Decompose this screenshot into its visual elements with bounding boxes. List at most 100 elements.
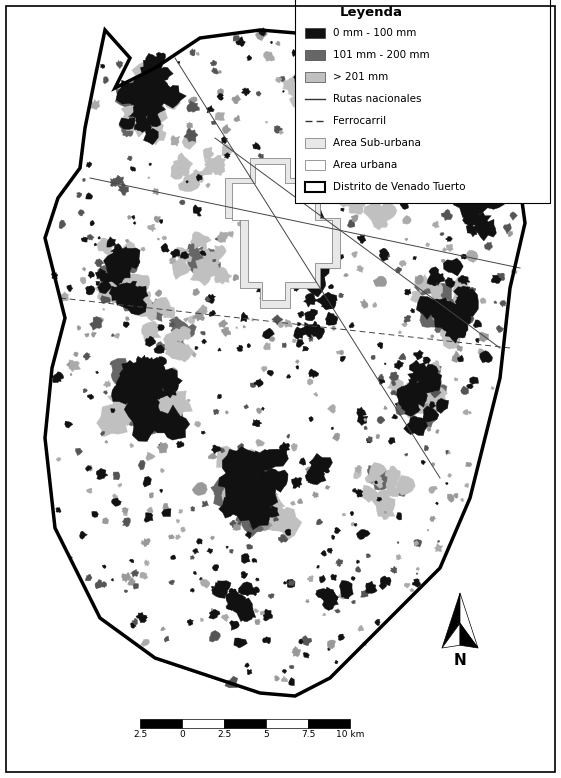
Polygon shape: [226, 461, 230, 465]
Polygon shape: [267, 370, 274, 377]
Polygon shape: [88, 234, 94, 240]
Polygon shape: [406, 63, 414, 71]
Polygon shape: [426, 119, 434, 126]
Polygon shape: [132, 95, 144, 107]
Polygon shape: [367, 111, 373, 117]
Polygon shape: [480, 351, 493, 363]
Polygon shape: [454, 286, 471, 303]
Polygon shape: [306, 75, 317, 86]
Polygon shape: [233, 521, 241, 531]
Polygon shape: [305, 59, 321, 78]
Polygon shape: [214, 477, 245, 507]
Polygon shape: [366, 438, 372, 443]
Polygon shape: [288, 201, 301, 214]
Polygon shape: [459, 196, 489, 217]
Polygon shape: [288, 193, 298, 205]
Text: Ferrocarril: Ferrocarril: [333, 116, 386, 126]
Polygon shape: [342, 513, 346, 516]
Polygon shape: [352, 601, 355, 604]
Polygon shape: [364, 202, 384, 224]
Polygon shape: [203, 147, 214, 159]
Polygon shape: [404, 289, 411, 295]
Polygon shape: [362, 83, 370, 92]
Polygon shape: [214, 262, 220, 268]
Polygon shape: [429, 277, 443, 296]
Polygon shape: [121, 103, 154, 138]
Polygon shape: [321, 76, 339, 92]
Polygon shape: [459, 194, 463, 198]
Polygon shape: [232, 164, 332, 300]
Polygon shape: [161, 626, 165, 631]
Polygon shape: [420, 312, 439, 328]
Polygon shape: [417, 81, 442, 104]
Polygon shape: [443, 258, 463, 276]
Polygon shape: [128, 578, 136, 586]
Polygon shape: [111, 579, 113, 581]
Polygon shape: [132, 418, 158, 441]
Polygon shape: [141, 541, 145, 545]
Polygon shape: [191, 238, 202, 249]
Polygon shape: [155, 342, 165, 352]
Polygon shape: [415, 378, 426, 389]
Polygon shape: [316, 519, 323, 525]
Polygon shape: [404, 416, 427, 436]
Polygon shape: [449, 322, 456, 331]
Polygon shape: [211, 68, 219, 74]
Polygon shape: [396, 383, 421, 412]
Text: Rutas nacionales: Rutas nacionales: [333, 94, 421, 104]
Polygon shape: [352, 66, 359, 73]
Polygon shape: [404, 454, 408, 456]
Polygon shape: [136, 365, 150, 380]
Polygon shape: [481, 186, 506, 209]
Polygon shape: [356, 49, 362, 59]
Polygon shape: [70, 373, 72, 376]
Polygon shape: [371, 195, 373, 198]
Polygon shape: [251, 496, 258, 503]
Polygon shape: [131, 93, 150, 111]
Polygon shape: [442, 259, 445, 264]
Polygon shape: [151, 384, 158, 391]
Polygon shape: [196, 52, 199, 55]
Polygon shape: [128, 357, 172, 399]
Polygon shape: [96, 405, 127, 437]
Polygon shape: [209, 609, 220, 619]
Polygon shape: [140, 84, 167, 107]
Polygon shape: [444, 121, 452, 127]
Polygon shape: [116, 80, 145, 106]
Polygon shape: [384, 363, 387, 365]
Polygon shape: [335, 661, 338, 664]
Polygon shape: [313, 461, 328, 473]
Polygon shape: [302, 636, 312, 646]
Polygon shape: [305, 471, 319, 481]
Polygon shape: [227, 208, 234, 214]
Polygon shape: [263, 636, 270, 644]
Polygon shape: [237, 220, 243, 227]
Polygon shape: [265, 121, 268, 123]
Polygon shape: [324, 156, 333, 166]
Polygon shape: [322, 58, 338, 72]
Polygon shape: [127, 156, 132, 161]
Polygon shape: [478, 349, 485, 356]
Polygon shape: [476, 338, 480, 343]
Polygon shape: [362, 642, 366, 646]
Polygon shape: [141, 247, 145, 251]
Polygon shape: [193, 289, 200, 296]
Polygon shape: [161, 244, 169, 252]
Polygon shape: [212, 565, 219, 571]
Polygon shape: [233, 275, 239, 281]
Polygon shape: [164, 387, 192, 419]
Polygon shape: [439, 113, 443, 117]
Polygon shape: [337, 54, 351, 71]
Polygon shape: [250, 174, 254, 178]
Polygon shape: [469, 287, 476, 293]
Text: 2.5: 2.5: [133, 730, 147, 739]
Polygon shape: [190, 246, 208, 263]
Polygon shape: [434, 92, 450, 109]
Polygon shape: [291, 71, 305, 86]
Polygon shape: [196, 174, 202, 181]
Polygon shape: [350, 184, 355, 189]
Polygon shape: [322, 587, 337, 605]
Polygon shape: [394, 360, 404, 370]
Polygon shape: [378, 377, 385, 384]
Polygon shape: [111, 244, 123, 256]
